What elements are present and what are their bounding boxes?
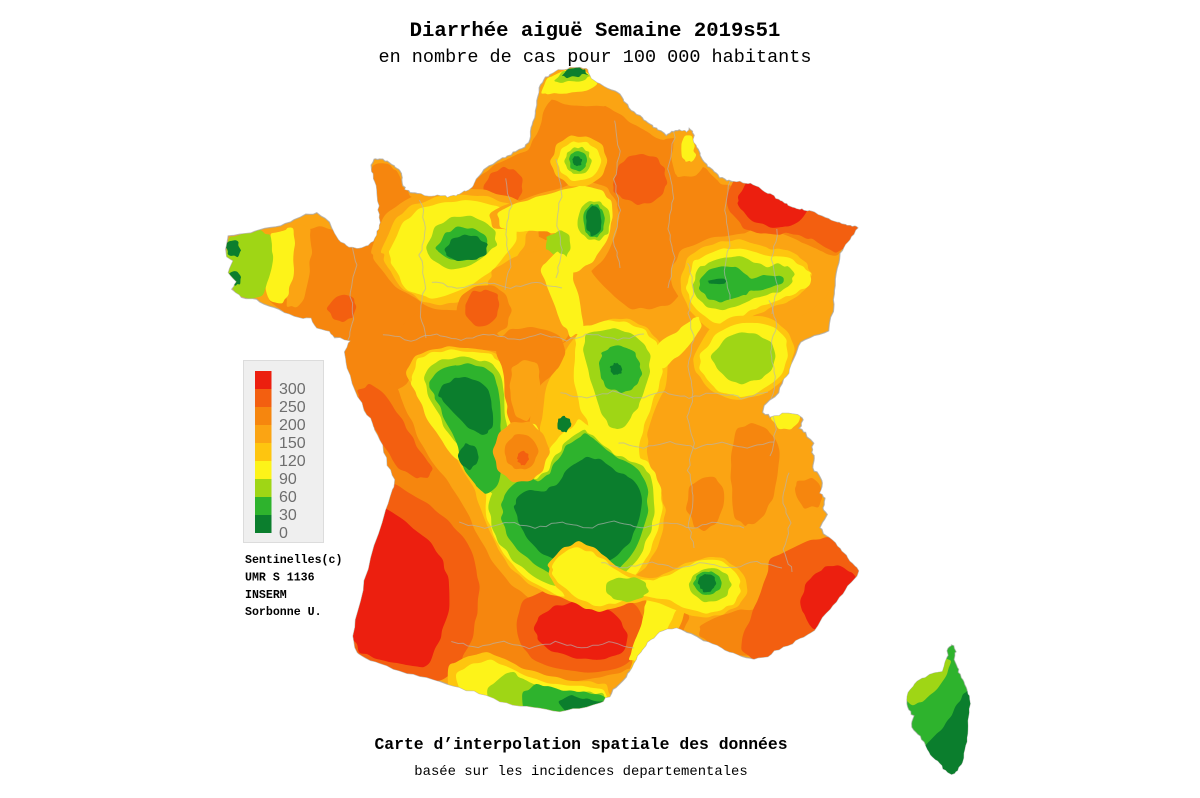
- svg-text:0: 0: [279, 525, 288, 542]
- svg-text:60: 60: [279, 489, 297, 506]
- svg-text:90: 90: [279, 471, 297, 488]
- svg-text:UMR S 1136: UMR S 1136: [245, 571, 315, 584]
- svg-text:Diarrhée aiguë Semaine 2019s51: Diarrhée aiguë Semaine 2019s51: [410, 20, 781, 43]
- svg-text:30: 30: [279, 507, 297, 524]
- svg-text:Sorbonne U.: Sorbonne U.: [245, 606, 322, 619]
- svg-text:Sentinelles(c): Sentinelles(c): [245, 554, 342, 567]
- svg-text:300: 300: [279, 381, 306, 398]
- svg-text:200: 200: [279, 417, 306, 434]
- svg-text:250: 250: [279, 399, 306, 416]
- svg-text:en nombre de cas pour 100 000: en nombre de cas pour 100 000 habitants: [379, 47, 812, 68]
- svg-text:Carte d’interpolation spatiale: Carte d’interpolation spatiale des donné…: [374, 735, 787, 754]
- svg-text:120: 120: [279, 453, 306, 470]
- svg-text:basée sur les incidences depar: basée sur les incidences departementales: [414, 764, 747, 780]
- svg-text:INSERM: INSERM: [245, 589, 287, 602]
- svg-text:150: 150: [279, 435, 306, 452]
